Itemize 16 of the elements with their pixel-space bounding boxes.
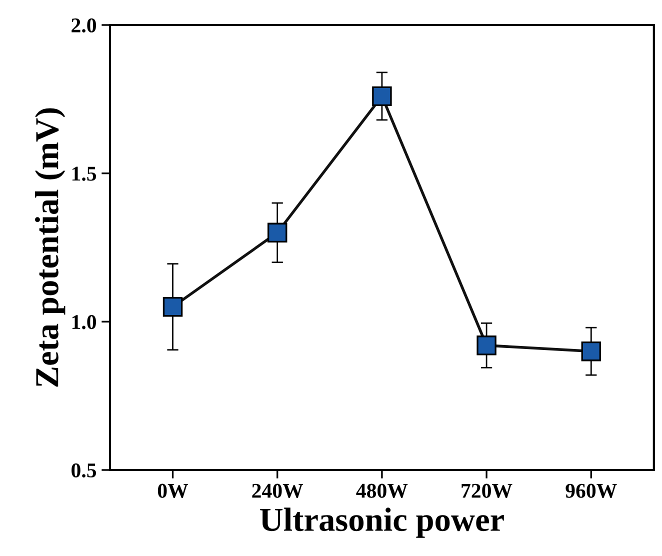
point xyxy=(162,296,183,317)
y-tick-label: 1.5 xyxy=(72,166,96,181)
x-tick-label: 720W xyxy=(462,484,512,498)
y-tick-label: 1.0 xyxy=(72,315,96,330)
point xyxy=(581,341,602,362)
point xyxy=(476,336,496,356)
x-tick-label: 960W xyxy=(566,484,617,498)
x-tick-label: 240W xyxy=(252,484,304,498)
x-tick-label: 480W xyxy=(356,484,408,498)
x-tick-label: 0W xyxy=(158,484,188,498)
y-axis-title: Zeta potential (mV) xyxy=(34,108,66,387)
point xyxy=(267,222,288,243)
y-tick-label: 2.0 xyxy=(72,18,96,33)
y-tick-label: 0.5 xyxy=(72,463,96,478)
x-axis-title: Ultrasonic power xyxy=(260,508,504,538)
point xyxy=(372,86,392,106)
